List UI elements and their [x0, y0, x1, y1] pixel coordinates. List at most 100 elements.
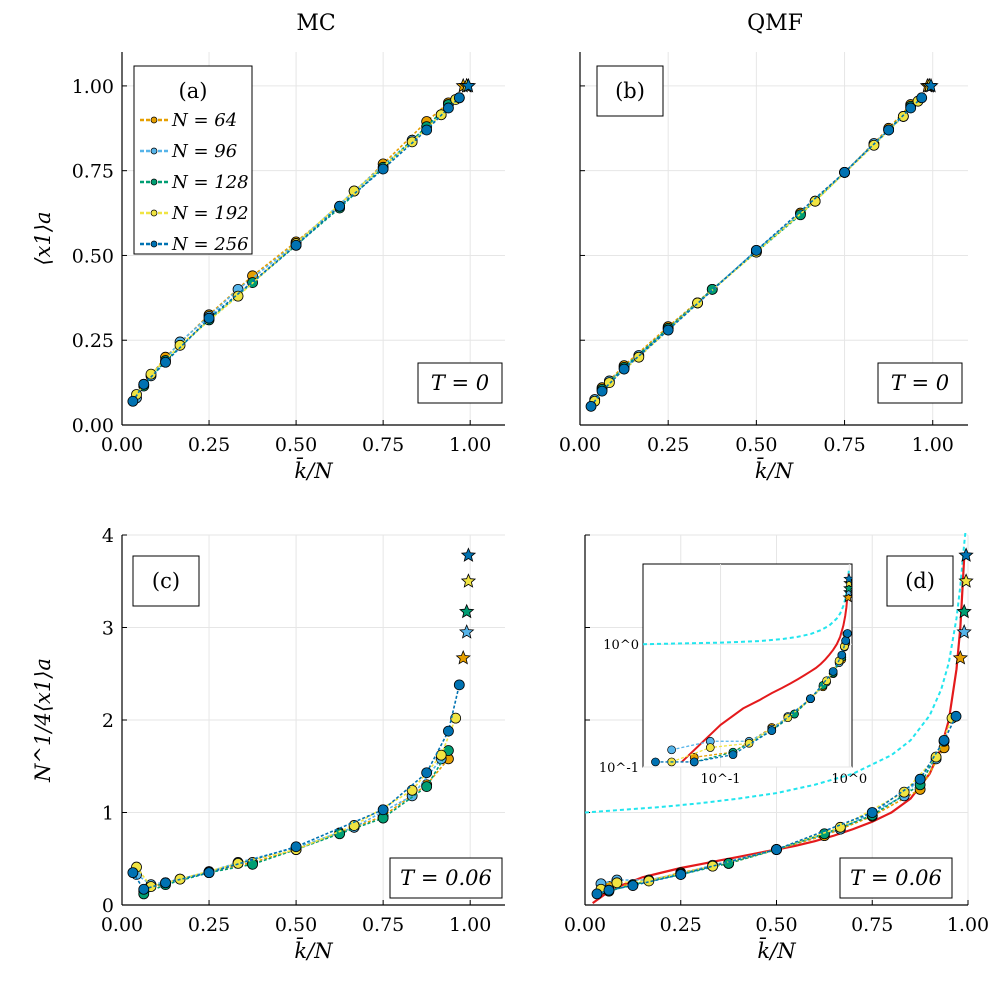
data-point [618, 363, 630, 375]
y-tick-label: 0.75 [72, 161, 114, 183]
x-tick-label: 1.00 [449, 434, 491, 456]
inset-data-point [806, 694, 815, 704]
star-marker [460, 573, 477, 588]
inset-star-marker [843, 572, 852, 584]
legend-marker [150, 240, 158, 248]
legend-entry: N = 64 [171, 110, 237, 131]
x-tick-label: 0.75 [362, 914, 404, 936]
temperature-label: T = 0 [431, 371, 489, 395]
star-marker [956, 624, 972, 639]
data-point [203, 867, 215, 879]
star-marker [458, 624, 475, 639]
data-point [603, 884, 615, 896]
data-point [707, 860, 719, 872]
legend-marker [150, 178, 158, 186]
x-tick-label: 0.25 [188, 914, 230, 936]
legend-entry: N = 96 [171, 141, 237, 162]
data-point [290, 841, 302, 853]
data-point [585, 400, 597, 412]
inset-data-point [651, 757, 660, 767]
star-marker [958, 547, 974, 562]
y-tick-label: 0.25 [72, 330, 114, 352]
series-line [132, 97, 460, 402]
panel-label: (a) [179, 79, 208, 103]
y-tick-label: 1.00 [72, 76, 114, 98]
x-tick-label: 0.50 [275, 434, 317, 456]
data-point [897, 111, 909, 122]
inset-series-line [655, 633, 849, 763]
inset-data-point [843, 629, 852, 638]
series-line [132, 684, 461, 891]
data-point [905, 102, 917, 114]
data-point [377, 804, 389, 816]
data-point [883, 124, 895, 136]
data-point [334, 200, 346, 212]
star-marker [923, 77, 939, 93]
data-point [377, 163, 389, 175]
inset: 10^-1 10^0 10^-1 10^0 [599, 563, 867, 787]
data-point [232, 290, 244, 302]
panel-label-box [132, 555, 200, 607]
inset-data-point [790, 709, 799, 719]
legend-entry: N = 128 [171, 172, 249, 193]
data-point [174, 339, 186, 351]
legend-entry: N = 192 [171, 203, 249, 224]
star-marker [952, 649, 969, 665]
star-marker [460, 547, 477, 562]
inset-star-marker [843, 577, 852, 588]
series-line [600, 758, 937, 885]
y-tick-label: 3 [102, 618, 114, 640]
inset-data-point [667, 745, 676, 755]
x-tick-label: 1.00 [912, 434, 954, 456]
x-axis-label: k̄/N [294, 457, 333, 483]
panel-d: 0.00 0.25 0.50 0.75 1.00 k̄/N (d) T = 0.06 10^-1… [564, 533, 989, 963]
data-point [675, 869, 687, 880]
inset-y-tick-label: 10^-1 [599, 761, 639, 776]
data-point [866, 807, 878, 818]
data-point [771, 844, 782, 855]
panel-b: 0.00 0.25 0.50 0.75 1.00 k̄/N (b) T = 0 [559, 52, 968, 483]
panel-label: (c) [152, 569, 180, 593]
legend-marker [150, 116, 158, 124]
legend-marker [150, 209, 158, 217]
data-point [453, 92, 465, 104]
temperature-label: T = 0 [891, 371, 949, 395]
inset-data-point [828, 667, 838, 676]
data-point [203, 312, 215, 324]
x-tick-label: 0.25 [647, 434, 689, 456]
panel-c: 0.00 0.25 0.50 0.75 1.00 0 1 2 3 4 k̄/N N^1/4⟨x1⟩a (… [31, 525, 505, 963]
y-axis-label: N^1/4⟨x1⟩a [31, 658, 55, 783]
data-point [750, 244, 762, 256]
inset-bound-curve [643, 568, 850, 646]
star-marker [455, 649, 471, 665]
temperature-box [389, 857, 503, 899]
temperature-box [417, 362, 503, 404]
inset-data-point [767, 726, 777, 735]
y-tick-label: 2 [102, 710, 114, 732]
data-point [662, 324, 674, 336]
series-line [135, 717, 457, 888]
series-line [143, 750, 450, 895]
inset-x-tick-label: 10^0 [831, 772, 867, 787]
data-point [591, 888, 603, 900]
temperature-label: T = 0.06 [400, 866, 492, 890]
y-tick-label: 0.50 [72, 245, 114, 267]
y-axis-label: ⟨x1⟩a [31, 211, 55, 265]
data-point [435, 749, 447, 761]
inset-data-point [689, 757, 699, 767]
inset-data-point [837, 650, 847, 660]
column-title-mc: MC [296, 11, 335, 36]
inset-x-tick-label: 10^-1 [700, 772, 740, 787]
temperature-box [877, 362, 963, 404]
x-tick-label: 0.00 [559, 434, 601, 456]
inset-data-point [728, 750, 738, 760]
y-tick-label: 4 [102, 525, 114, 547]
panel-label-box [596, 65, 664, 117]
x-tick-label: 1.00 [449, 914, 491, 936]
data-point [138, 883, 150, 895]
star-marker [958, 573, 974, 588]
data-point [839, 166, 850, 178]
data-point [453, 679, 465, 691]
data-point [633, 351, 645, 363]
